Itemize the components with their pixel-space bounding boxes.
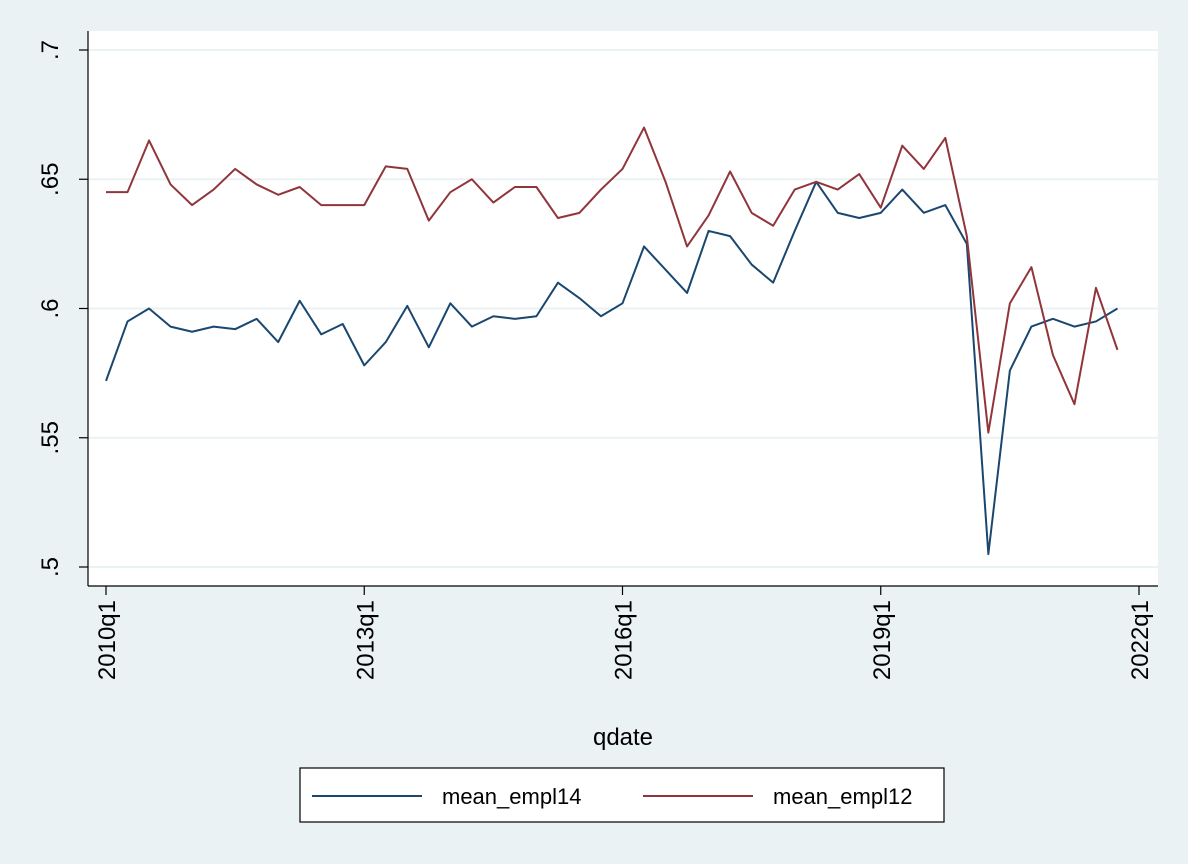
grid-lines xyxy=(88,49,1158,568)
x-tick-label-3: 2019q1 xyxy=(869,600,896,680)
x-axis-title: qdate xyxy=(593,724,653,751)
x-axis-ticks: 2010q1 2013q1 2016q1 2019q1 2022q1 xyxy=(94,586,1154,680)
x-tick-label-0: 2010q1 xyxy=(94,600,121,680)
y-tick-label-4: .7 xyxy=(37,40,64,60)
y-tick-label-3: .65 xyxy=(37,163,64,196)
legend-label-mean-empl14: mean_empl14 xyxy=(442,784,581,809)
x-tick-label-4: 2022q1 xyxy=(1127,600,1154,680)
legend: mean_empl14 mean_empl12 xyxy=(299,767,945,823)
series-line-mean-empl12 xyxy=(106,126,1119,434)
legend-label-mean-empl12: mean_empl12 xyxy=(773,784,912,809)
series-line-mean-empl14 xyxy=(105,180,1118,556)
x-tick-label-2: 2016q1 xyxy=(611,600,638,680)
y-tick-label-2: .6 xyxy=(37,298,64,318)
y-tick-label-0: .5 xyxy=(37,557,64,577)
y-axis-ticks: .5 .55 .6 .65 .7 xyxy=(37,40,88,577)
series-lines xyxy=(105,126,1119,556)
x-tick-label-1: 2013q1 xyxy=(352,600,379,680)
y-tick-label-1: .55 xyxy=(37,421,64,454)
